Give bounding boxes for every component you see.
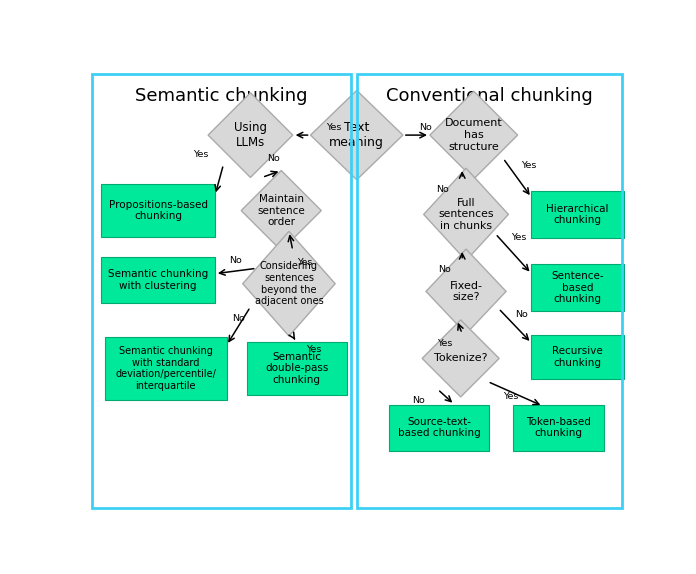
FancyBboxPatch shape: [101, 257, 215, 303]
Text: Semantic chunking
with standard
deviation/percentile/
interquartile: Semantic chunking with standard deviatio…: [116, 346, 216, 391]
Text: Conventional chunking: Conventional chunking: [386, 87, 592, 106]
Text: No: No: [232, 314, 245, 323]
Text: Semantic chunking: Semantic chunking: [135, 87, 308, 106]
Text: No: No: [267, 154, 280, 162]
FancyBboxPatch shape: [101, 184, 215, 236]
Text: Yes: Yes: [437, 339, 452, 348]
Text: Full
sentences
in chunks: Full sentences in chunks: [438, 198, 493, 231]
Text: Using
LLMs: Using LLMs: [234, 121, 267, 149]
Text: No: No: [229, 256, 242, 265]
Text: Token-based
chunking: Token-based chunking: [526, 417, 591, 439]
Text: Sentence-
based
chunking: Sentence- based chunking: [551, 271, 604, 304]
FancyBboxPatch shape: [246, 342, 347, 394]
FancyBboxPatch shape: [532, 335, 624, 379]
Polygon shape: [424, 168, 508, 261]
Text: Semantic
double-pass
chunking: Semantic double-pass chunking: [265, 352, 329, 385]
Text: Document
has
structure: Document has structure: [445, 118, 503, 152]
Text: Considering
sentences
beyond the
adjacent ones: Considering sentences beyond the adjacen…: [255, 261, 324, 306]
Polygon shape: [243, 231, 335, 336]
Text: Yes: Yes: [521, 161, 537, 170]
Text: Propositions-based
chunking: Propositions-based chunking: [109, 200, 207, 222]
FancyBboxPatch shape: [513, 405, 604, 451]
Text: Semantic chunking
with clustering: Semantic chunking with clustering: [108, 269, 208, 290]
FancyBboxPatch shape: [105, 337, 227, 400]
Text: Yes: Yes: [511, 233, 526, 242]
Text: Yes: Yes: [326, 123, 341, 132]
Text: No: No: [412, 396, 425, 405]
Text: Yes: Yes: [296, 258, 312, 267]
Polygon shape: [310, 91, 403, 180]
Polygon shape: [430, 91, 518, 179]
Text: Text
meaning: Text meaning: [329, 121, 384, 149]
Text: No: No: [438, 265, 451, 274]
Polygon shape: [422, 320, 499, 397]
FancyBboxPatch shape: [532, 191, 624, 238]
Polygon shape: [242, 170, 322, 251]
Text: No: No: [515, 310, 528, 319]
Text: Yes: Yes: [306, 344, 322, 354]
Text: Source-text-
based chunking: Source-text- based chunking: [397, 417, 480, 439]
FancyBboxPatch shape: [532, 265, 624, 311]
Text: Tokenize?: Tokenize?: [434, 354, 487, 363]
Text: Yes: Yes: [503, 393, 519, 401]
Text: No: No: [436, 184, 450, 193]
Text: Yes: Yes: [193, 150, 208, 159]
Polygon shape: [208, 93, 293, 177]
Text: Hierarchical
chunking: Hierarchical chunking: [546, 204, 609, 225]
Text: Fixed-
size?: Fixed- size?: [450, 281, 482, 302]
FancyBboxPatch shape: [389, 405, 489, 451]
Text: No: No: [420, 123, 432, 132]
Text: Maintain
sentence
order: Maintain sentence order: [258, 194, 305, 227]
Text: Recursive
chunking: Recursive chunking: [553, 346, 603, 368]
Polygon shape: [426, 249, 506, 333]
